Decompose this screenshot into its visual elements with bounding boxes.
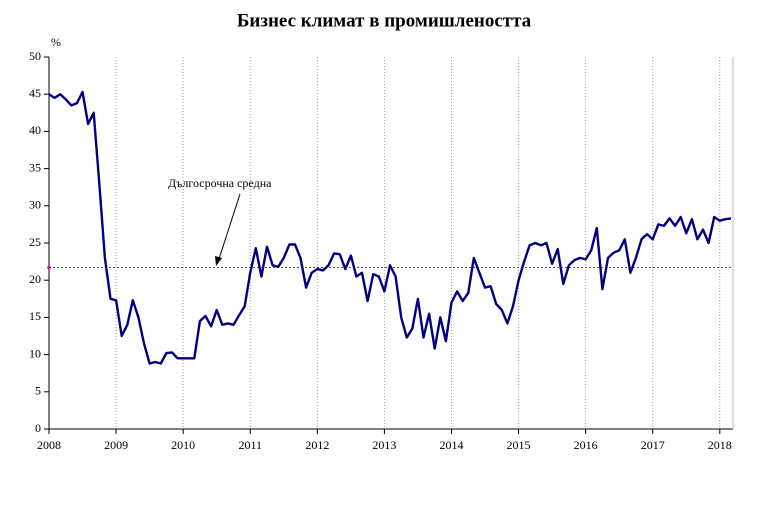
- y-tick-label: 15: [29, 309, 41, 323]
- reference-marker: [47, 265, 51, 270]
- x-tick-label: 2015: [507, 438, 531, 452]
- x-tick-label: 2016: [574, 438, 598, 452]
- y-tick-label: 25: [29, 235, 41, 249]
- y-tick-label: 35: [29, 160, 41, 174]
- y-axis-label: %: [51, 35, 61, 49]
- chart-title: Бизнес климат в промишлеността: [237, 10, 532, 31]
- data-line: [48, 90, 732, 365]
- x-tick-label: 2018: [708, 438, 732, 452]
- y-tick-label: 0: [35, 421, 41, 435]
- reference-label: Дългосрочна средна: [168, 176, 272, 190]
- y-tick-label: 40: [29, 123, 41, 137]
- y-tick-label: 5: [35, 384, 41, 398]
- x-tick-label: 2009: [104, 438, 128, 452]
- y-tick-label: 50: [29, 49, 41, 63]
- x-tick-label: 2008: [37, 438, 61, 452]
- x-tick-label: 2012: [305, 438, 329, 452]
- x-tick-label: 2014: [439, 438, 463, 452]
- y-tick-label: 20: [29, 272, 41, 286]
- annotation-arrow: [217, 193, 241, 263]
- y-tick-label: 45: [29, 86, 41, 100]
- y-tick-label: 10: [29, 346, 41, 360]
- y-tick-label: 30: [29, 198, 41, 212]
- arrow-head: [215, 256, 222, 266]
- x-tick-label: 2013: [372, 438, 396, 452]
- x-tick-label: 2011: [238, 438, 262, 452]
- x-tick-label: 2010: [171, 438, 195, 452]
- x-tick-label: 2017: [641, 438, 665, 452]
